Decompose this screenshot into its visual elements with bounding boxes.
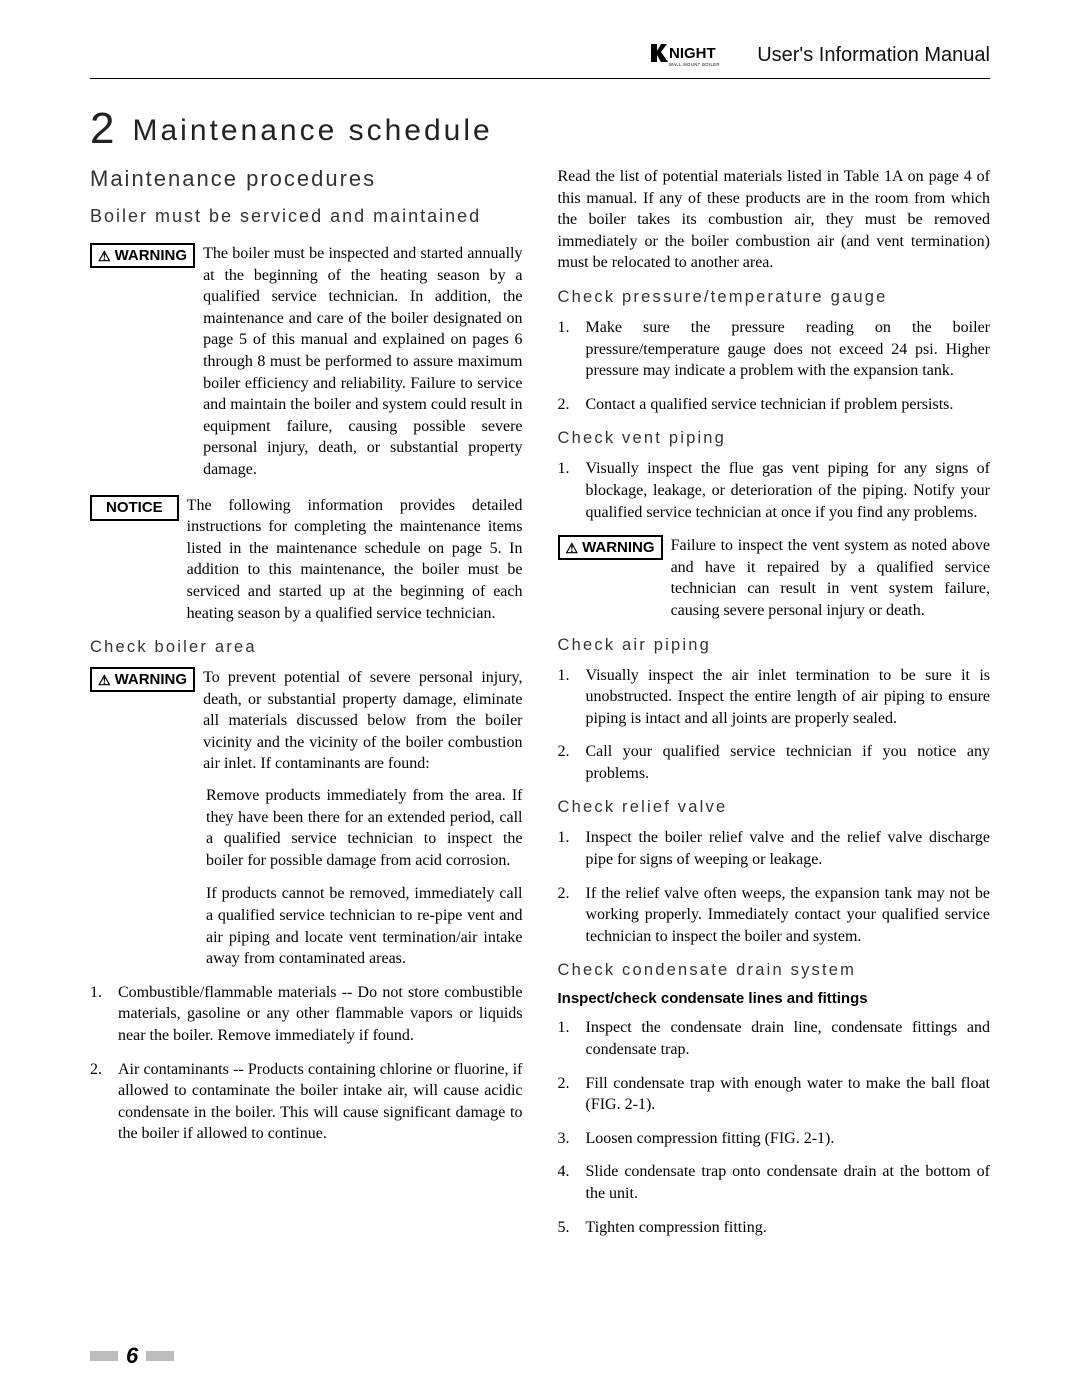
right-column: Read the list of potential materials lis…	[558, 166, 991, 1250]
page-number-bar: 6	[90, 1343, 174, 1369]
warning-label: ⚠WARNING	[90, 243, 195, 268]
header-title: User's Information Manual	[757, 44, 990, 67]
warning-icon: ⚠	[98, 672, 111, 689]
list-item: Make sure the pressure reading on the bo…	[558, 317, 991, 382]
subhead-relief: Check relief valve	[558, 798, 991, 817]
section-heading: Maintenance procedures	[90, 166, 523, 192]
list-item: Inspect the condensate drain line, conde…	[558, 1017, 991, 1060]
notice-label: NOTICE	[90, 495, 179, 521]
warning-icon: ⚠	[566, 540, 579, 557]
warning-callout-vent: ⚠WARNING Failure to inspect the vent sys…	[558, 535, 991, 621]
page-number: 6	[126, 1343, 138, 1369]
list-item: Visually inspect the flue gas vent pipin…	[558, 458, 991, 523]
relief-list: Inspect the boiler relief valve and the …	[558, 827, 991, 947]
warning-label: ⚠WARNING	[90, 667, 195, 692]
warning-text: Failure to inspect the vent system as no…	[671, 535, 990, 621]
chapter-title: 2 Maintenance schedule	[90, 104, 990, 154]
warning-text: To prevent potential of severe personal …	[203, 667, 522, 775]
vent-list: Visually inspect the flue gas vent pipin…	[558, 458, 991, 523]
warning-callout-1: ⚠WARNING The boiler must be inspected an…	[90, 243, 523, 481]
warning-callout-2: ⚠WARNING To prevent potential of severe …	[90, 667, 523, 775]
notice-callout: NOTICE The following information provide…	[90, 495, 523, 625]
list-item: Fill condensate trap with enough water t…	[558, 1073, 991, 1116]
notice-text: The following information provides detai…	[187, 495, 523, 625]
pressure-list: Make sure the pressure reading on the bo…	[558, 317, 991, 415]
page-bar-right	[146, 1351, 174, 1361]
intro-paragraph: Read the list of potential materials lis…	[558, 166, 991, 274]
condensate-list: Inspect the condensate drain line, conde…	[558, 1017, 991, 1238]
subhead-vent: Check vent piping	[558, 429, 991, 448]
left-column: Maintenance procedures Boiler must be se…	[90, 166, 523, 1250]
list-item: If the relief valve often weeps, the exp…	[558, 883, 991, 948]
page-bar-left	[90, 1351, 118, 1361]
page-header: NIGHT WALL MOUNT BOILER User's Informati…	[90, 40, 990, 79]
list-item: Inspect the boiler relief valve and the …	[558, 827, 991, 870]
air-list: Visually inspect the air inlet terminati…	[558, 665, 991, 785]
warning-icon: ⚠	[98, 248, 111, 265]
contaminant-list: Combustible/flammable materials -- Do no…	[90, 982, 523, 1145]
list-item: Combustible/flammable materials -- Do no…	[90, 982, 523, 1047]
list-item: Slide condensate trap onto condensate dr…	[558, 1161, 991, 1204]
two-column-layout: Maintenance procedures Boiler must be se…	[90, 166, 990, 1250]
list-item: Contact a qualified service technician i…	[558, 394, 991, 416]
subsection-heading: Boiler must be serviced and maintained	[90, 206, 523, 227]
condensate-subtitle: Inspect/check condensate lines and fitti…	[558, 990, 991, 1007]
list-item: Visually inspect the air inlet terminati…	[558, 665, 991, 730]
chapter-text: Maintenance schedule	[132, 114, 492, 147]
list-item: Air contaminants -- Products containing …	[90, 1059, 523, 1145]
subhead-air: Check air piping	[558, 636, 991, 655]
subhead-pressure: Check pressure/temperature gauge	[558, 288, 991, 307]
warning-label: ⚠WARNING	[558, 535, 663, 560]
warning-text: The boiler must be inspected and started…	[203, 243, 522, 481]
subhead-boiler-area: Check boiler area	[90, 638, 523, 657]
brand-logo: NIGHT WALL MOUNT BOILER	[647, 40, 737, 70]
warning-para-3: If products cannot be removed, immediate…	[206, 883, 523, 969]
warning-para-2: Remove products immediately from the are…	[206, 785, 523, 871]
svg-text:WALL MOUNT BOILER: WALL MOUNT BOILER	[669, 62, 720, 67]
list-item: Tighten compression fitting.	[558, 1217, 991, 1239]
list-item: Call your qualified service technician i…	[558, 741, 991, 784]
list-item: Loosen compression fitting (FIG. 2-1).	[558, 1128, 991, 1150]
page: NIGHT WALL MOUNT BOILER User's Informati…	[0, 0, 1080, 1280]
subhead-condensate: Check condensate drain system	[558, 961, 991, 980]
svg-text:NIGHT: NIGHT	[669, 45, 716, 62]
chapter-number: 2	[90, 104, 114, 153]
